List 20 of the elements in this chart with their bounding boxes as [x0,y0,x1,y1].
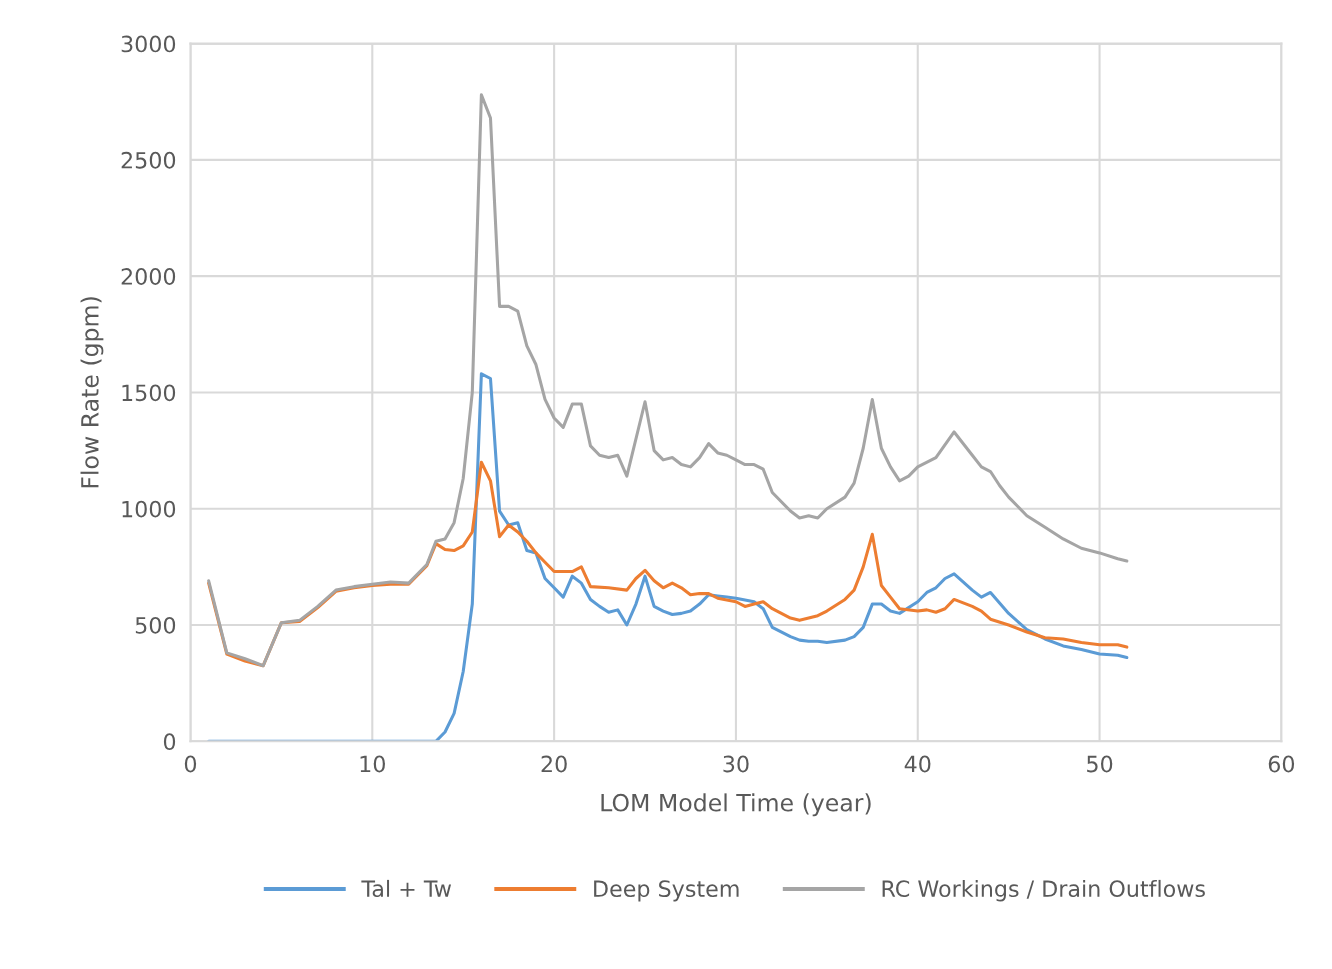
y-tick-label: 0 [163,733,176,751]
line-series [207,93,1129,668]
x-tick-label: 40 [904,755,931,773]
legend-label: Deep System [594,880,739,902]
legend-label: Tal + Tw [361,879,452,898]
y-tick-label: 1500 [122,384,176,402]
x-tick-label: 30 [723,755,749,773]
x-tick-label: 20 [541,755,567,773]
x-tick-label: 10 [360,755,385,773]
y-tick-label: 500 [135,616,176,634]
x-tick-label: 50 [1087,755,1113,773]
y-tick-label: 1000 [122,500,176,518]
y-tick-label: 2000 [121,268,176,285]
x-tick-label: 60 [1268,755,1295,773]
y-tick-label: 3000 [121,35,176,53]
y-axis-title: Flow Rate (gpm) [80,297,104,488]
x-tick-label: 0 [184,755,197,773]
x-axis-title: LOM Model Time (year) [601,793,871,817]
legend-label: RC Workings / Drain Outflows [882,879,1205,902]
y-tick-label: 2500 [121,151,176,169]
